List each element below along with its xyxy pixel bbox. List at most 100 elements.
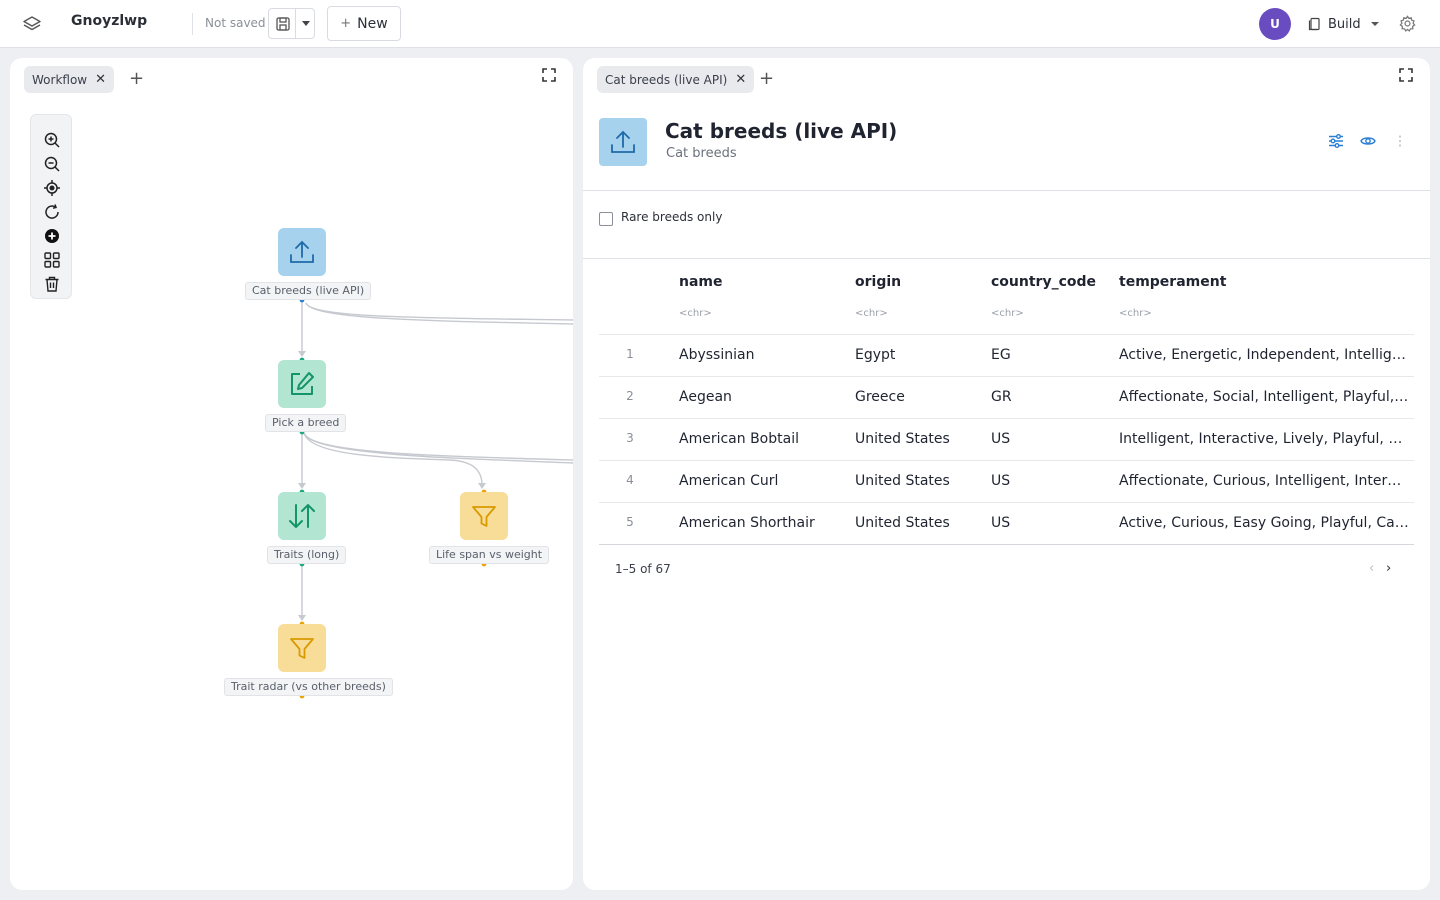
dataset-panel: Cat breeds (live API) ✕ + Cat breeds (li… <box>583 58 1430 890</box>
divider <box>192 13 193 35</box>
edit-icon <box>291 372 314 395</box>
cell-temperament: Active, Curious, Easy Going, Playful, Ca… <box>1119 515 1409 531</box>
add-tab-button[interactable]: + <box>129 68 145 89</box>
zoom-out-icon[interactable] <box>43 155 61 173</box>
save-icon[interactable] <box>275 16 291 32</box>
filter-icon <box>472 506 496 527</box>
row-number: 3 <box>626 431 634 445</box>
close-icon[interactable]: ✕ <box>735 72 747 87</box>
gear-icon[interactable] <box>1398 14 1417 33</box>
tab-workflow[interactable]: Workflow ✕ <box>24 66 115 93</box>
refresh-icon[interactable] <box>43 203 61 221</box>
locate-icon[interactable] <box>43 179 61 197</box>
cell-temperament: Intelligent, Interactive, Lively, Playfu… <box>1119 431 1409 447</box>
new-button[interactable]: + New <box>327 6 401 41</box>
upload-icon <box>611 130 635 153</box>
column-header-name[interactable]: name <box>679 274 723 290</box>
node-trait-radar[interactable] <box>278 624 326 672</box>
column-type: <chr> <box>679 308 712 319</box>
build-mode-label: Build <box>1328 16 1361 32</box>
node-life-span-vs-weight[interactable] <box>460 492 508 540</box>
sort-arrows-icon <box>289 504 315 528</box>
cell-name: Abyssinian <box>679 347 755 363</box>
close-icon[interactable]: ✕ <box>95 72 107 87</box>
rare-breeds-checkbox[interactable] <box>599 212 613 226</box>
cell-name: American Shorthair <box>679 515 815 531</box>
row-number: 1 <box>626 347 634 361</box>
chevron-down-icon <box>1370 22 1379 26</box>
table-row[interactable]: 2 Aegean Greece GR Affectionate, Social,… <box>599 376 1414 418</box>
next-page-icon[interactable]: › <box>1386 561 1392 576</box>
cell-temperament: Active, Energetic, Independent, Intellig… <box>1119 347 1409 363</box>
divider <box>583 258 1430 259</box>
avatar[interactable]: U <box>1259 8 1291 40</box>
save-button-group <box>268 8 315 39</box>
workflow-panel: Workflow ✕ + <box>10 58 573 890</box>
build-mode-button[interactable]: Build <box>1308 14 1379 34</box>
table-row[interactable]: 4 American Curl United States US Affecti… <box>599 460 1414 502</box>
trash-icon[interactable] <box>43 275 61 293</box>
node-pick-a-breed[interactable] <box>278 360 326 408</box>
dataset-title: Cat breeds (live API) <box>665 119 898 143</box>
table-row[interactable]: 1 Abyssinian Egypt EG Active, Energetic,… <box>599 334 1414 376</box>
node-cat-breeds[interactable] <box>278 228 326 276</box>
node-traits-long[interactable] <box>278 492 326 540</box>
cell-origin: United States <box>855 431 950 447</box>
cell-origin: Greece <box>855 389 905 405</box>
cell-temperament: Affectionate, Social, Intelligent, Playf… <box>1119 389 1409 405</box>
workflow-edges <box>298 297 573 699</box>
cell-origin: United States <box>855 515 950 531</box>
table-row[interactable]: 5 American Shorthair United States US Ac… <box>599 502 1414 544</box>
table-row[interactable]: 3 American Bobtail United States US Inte… <box>599 418 1414 460</box>
add-tab-button[interactable]: + <box>759 68 775 89</box>
grid-icon[interactable] <box>43 251 61 269</box>
more-options-icon[interactable] <box>1392 133 1408 149</box>
cell-country-code: US <box>991 431 1011 447</box>
plus-icon: + <box>340 16 352 31</box>
row-number: 5 <box>626 515 634 529</box>
new-button-label: New <box>357 15 388 32</box>
cell-temperament: Affectionate, Curious, Intelligent, Inte… <box>1119 473 1409 489</box>
row-number: 4 <box>626 473 634 487</box>
row-number: 2 <box>626 389 634 403</box>
node-label: Cat breeds (live API) <box>245 282 372 300</box>
save-options-chevron-down-icon[interactable] <box>302 21 310 26</box>
column-type: <chr> <box>991 308 1024 319</box>
cell-name: Aegean <box>679 389 732 405</box>
rare-breeds-label[interactable]: Rare breeds only <box>621 210 723 224</box>
add-circle-icon[interactable] <box>43 227 61 245</box>
node-label: Life span vs weight <box>429 546 550 564</box>
top-bar: Gnoyzlwp Not saved + New U Build <box>0 0 1440 48</box>
tab-label: Workflow <box>32 72 88 87</box>
dataset-icon <box>599 118 647 166</box>
upload-icon <box>290 240 314 263</box>
cell-country-code: US <box>991 515 1011 531</box>
previous-page-icon[interactable]: ‹ <box>1369 561 1375 576</box>
column-type: <chr> <box>1119 308 1152 319</box>
node-label: Pick a breed <box>265 414 347 432</box>
column-header-temperament[interactable]: temperament <box>1119 274 1227 290</box>
cell-name: American Curl <box>679 473 779 489</box>
canvas-toolbar <box>30 114 72 299</box>
expand-icon[interactable] <box>1399 68 1413 82</box>
column-header-origin[interactable]: origin <box>855 274 902 290</box>
divider <box>295 9 296 38</box>
node-label: Traits (long) <box>267 546 347 564</box>
layers-logo-icon[interactable] <box>22 14 42 34</box>
zoom-in-icon[interactable] <box>43 131 61 149</box>
tab-label: Cat breeds (live API) <box>605 72 728 87</box>
filter-icon <box>290 638 314 659</box>
column-header-country-code[interactable]: country_code <box>991 274 1097 290</box>
cell-origin: Egypt <box>855 347 896 363</box>
column-type: <chr> <box>855 308 888 319</box>
tab-cat-breeds[interactable]: Cat breeds (live API) ✕ <box>597 66 755 93</box>
document-icon <box>1308 17 1320 31</box>
cell-country-code: EG <box>991 347 1011 363</box>
cell-origin: United States <box>855 473 950 489</box>
divider <box>599 544 1414 545</box>
expand-icon[interactable] <box>542 68 556 82</box>
eye-icon[interactable] <box>1360 133 1376 149</box>
sliders-icon[interactable] <box>1328 133 1344 149</box>
save-status: Not saved <box>205 16 266 30</box>
node-label: Trait radar (vs other breeds) <box>224 678 393 696</box>
